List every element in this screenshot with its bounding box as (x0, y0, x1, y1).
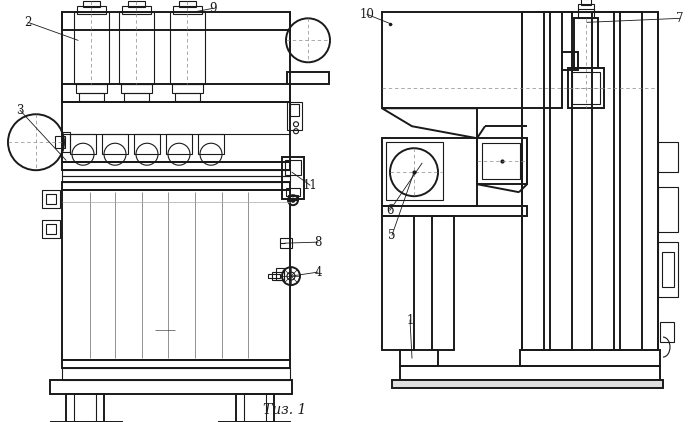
Bar (172, 84, 203, 93)
Bar (574, 18, 598, 68)
Bar (62, 190, 290, 360)
Bar (66, 394, 104, 422)
Bar (662, 252, 674, 287)
Bar (620, 12, 642, 350)
Bar (175, 93, 200, 101)
Bar (522, 12, 544, 350)
Bar (400, 366, 660, 380)
Bar (55, 136, 65, 148)
Bar (62, 360, 290, 368)
Bar (282, 157, 304, 199)
Bar (382, 206, 527, 216)
Bar (578, 9, 594, 12)
Bar (170, 12, 205, 84)
Bar (288, 195, 298, 200)
Bar (290, 104, 299, 116)
Bar (62, 182, 290, 190)
Bar (76, 84, 107, 93)
Bar (287, 102, 302, 130)
Text: 5: 5 (388, 229, 396, 242)
Bar (286, 188, 300, 196)
Bar (79, 93, 104, 101)
Bar (46, 224, 56, 234)
Bar (62, 176, 290, 182)
Bar (550, 12, 572, 350)
Bar (400, 350, 438, 366)
Bar (74, 12, 109, 84)
Bar (382, 216, 414, 350)
Bar (581, 0, 591, 5)
Bar (268, 274, 280, 278)
Text: 11: 11 (303, 179, 317, 192)
Bar (572, 72, 600, 104)
Bar (382, 138, 477, 206)
Text: 9: 9 (209, 2, 217, 15)
Bar (62, 102, 290, 162)
Bar (42, 220, 60, 238)
Bar (134, 134, 160, 154)
Bar (276, 268, 284, 280)
Bar (658, 242, 678, 297)
Bar (62, 170, 290, 176)
Bar (522, 12, 658, 350)
Bar (50, 380, 292, 394)
Bar (285, 160, 301, 175)
Bar (592, 12, 614, 350)
Bar (272, 272, 284, 280)
Text: 6: 6 (387, 204, 394, 216)
Bar (432, 216, 454, 350)
Bar (520, 350, 660, 366)
Bar (386, 142, 443, 200)
Bar (280, 238, 292, 248)
Bar (382, 12, 562, 108)
Bar (166, 134, 192, 154)
Bar (42, 190, 60, 208)
Bar (46, 194, 56, 204)
Bar (562, 52, 578, 70)
Bar (477, 138, 527, 184)
Bar (70, 134, 96, 154)
Bar (658, 187, 678, 232)
Bar (62, 84, 290, 102)
Bar (62, 368, 290, 380)
Text: 1: 1 (406, 314, 414, 327)
Text: 7: 7 (676, 12, 684, 25)
Bar (568, 68, 604, 108)
Bar (77, 6, 106, 14)
Bar (128, 1, 145, 7)
Text: 10: 10 (359, 8, 375, 21)
Bar (62, 162, 290, 170)
Bar (62, 132, 70, 152)
Bar (83, 1, 100, 7)
Circle shape (291, 198, 295, 202)
Bar (658, 142, 678, 172)
Bar (287, 72, 329, 84)
Bar (62, 12, 290, 30)
Bar (119, 12, 154, 84)
Bar (198, 134, 224, 154)
Bar (482, 143, 520, 179)
Bar (392, 380, 663, 388)
Bar (122, 6, 151, 14)
Bar (173, 6, 202, 14)
Bar (236, 394, 274, 422)
Text: 2: 2 (24, 16, 31, 29)
Text: 3: 3 (16, 104, 24, 117)
Text: Τиз. 1: Τиз. 1 (264, 403, 307, 417)
Bar (578, 4, 594, 18)
Bar (660, 322, 674, 342)
Bar (124, 93, 149, 101)
Text: 4: 4 (315, 265, 322, 279)
Bar (179, 1, 196, 7)
Bar (121, 84, 152, 93)
Text: 8: 8 (315, 235, 322, 249)
Bar (102, 134, 128, 154)
